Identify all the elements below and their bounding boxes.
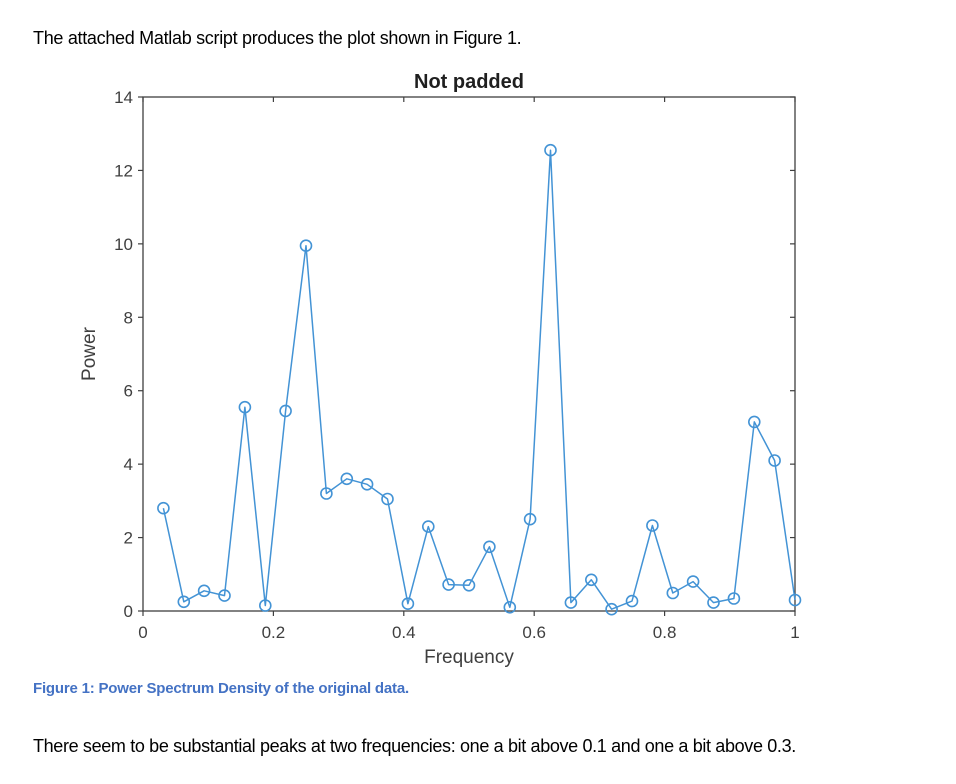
data-point-marker: [218, 589, 231, 602]
data-point-marker: [483, 540, 496, 554]
x-tick-label: 0.8: [653, 623, 677, 642]
x-tick-label: 0.4: [392, 623, 416, 642]
data-point-marker: [157, 501, 170, 515]
y-tick-label: 4: [124, 455, 133, 474]
data-point-marker: [788, 593, 802, 607]
figure-caption: Figure 1: Power Spectrum Density of the …: [33, 680, 409, 697]
data-point-marker: [401, 597, 415, 611]
y-tick-label: 10: [114, 235, 133, 254]
data-point-marker: [646, 519, 659, 532]
data-point-marker: [462, 578, 476, 592]
y-tick-label: 2: [124, 529, 133, 548]
data-point-marker: [768, 454, 781, 467]
data-point-marker: [625, 594, 639, 608]
chart-title: Not padded: [414, 71, 524, 93]
data-point-marker: [320, 487, 333, 500]
y-tick-label: 8: [124, 308, 133, 327]
data-point-marker: [258, 599, 272, 612]
data-point-marker: [727, 592, 741, 605]
figure-1: 0 0.2 0.4 0.6 0.8 1 0 2 4 6 8 10 12 14 Not padded Frequ…: [0, 60, 956, 680]
y-tick-label: 14: [114, 88, 133, 107]
x-tick-label: 0: [138, 623, 147, 642]
data-point-marker: [421, 520, 435, 533]
data-point-marker: [523, 512, 537, 526]
data-point-marker: [299, 239, 313, 252]
data-point-marker: [584, 573, 598, 587]
data-point-marker: [360, 477, 374, 491]
data-point-marker: [666, 586, 680, 600]
x-tick-label: 0.6: [522, 623, 546, 642]
x-axis-label: Frequency: [424, 647, 514, 668]
y-tick-label: 0: [124, 602, 133, 621]
data-point-marker: [686, 575, 700, 588]
data-point-marker: [381, 492, 394, 506]
plot-box: [142, 96, 796, 612]
closing-paragraph: There seem to be substantial peaks at tw…: [33, 736, 796, 756]
data-point-marker: [564, 596, 578, 609]
data-point-marker: [442, 578, 455, 591]
intro-paragraph: The attached Matlab script produces the …: [33, 28, 522, 48]
y-axis-label: Power: [79, 326, 100, 381]
series-line: [162, 149, 796, 610]
x-tick-label: 1: [790, 623, 799, 642]
data-point-marker: [605, 602, 618, 616]
y-tick-label: 6: [124, 382, 133, 401]
data-point-marker: [747, 415, 761, 429]
data-point-marker: [238, 400, 252, 414]
data-point-marker: [197, 584, 211, 598]
x-tick-label: 0.2: [262, 623, 286, 642]
y-tick-label: 12: [114, 161, 133, 180]
data-point-marker: [544, 143, 557, 157]
data-point-marker: [503, 600, 517, 614]
data-point-marker: [279, 404, 292, 418]
data-point-marker: [340, 472, 354, 486]
data-point-marker: [707, 596, 720, 609]
data-point-marker: [177, 595, 191, 609]
